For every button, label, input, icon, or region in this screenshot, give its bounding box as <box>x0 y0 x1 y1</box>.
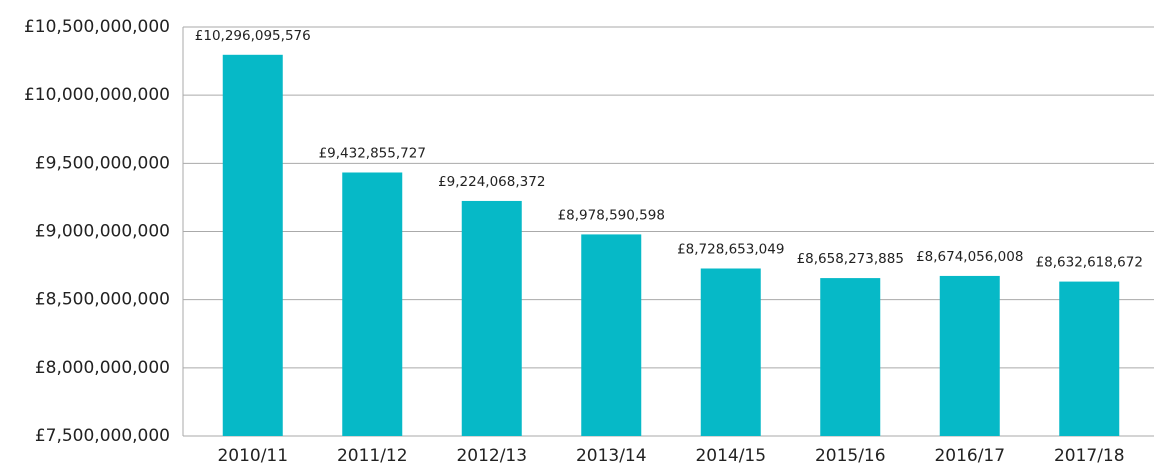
x-tick-label: 2012/13 <box>456 446 527 466</box>
y-tick-label: £10,000,000,000 <box>24 85 170 105</box>
bar <box>461 200 522 436</box>
x-tick-label: 2011/12 <box>337 446 408 466</box>
x-tick-label: 2015/16 <box>815 446 886 466</box>
y-tick-label: £9,500,000,000 <box>35 153 170 173</box>
bar <box>581 234 642 436</box>
data-label: £9,224,068,372 <box>438 174 545 190</box>
y-tick-label: £9,000,000,000 <box>35 222 170 242</box>
bar <box>700 268 761 436</box>
x-tick-label: 2017/18 <box>1054 446 1125 466</box>
y-tick-label: £7,500,000,000 <box>35 426 170 446</box>
y-tick-label: £8,000,000,000 <box>35 358 170 378</box>
data-label: £9,432,855,727 <box>319 145 426 161</box>
x-tick-label: 2010/11 <box>217 446 288 466</box>
bar <box>222 54 283 436</box>
bar <box>1059 281 1120 436</box>
data-label: £10,296,095,576 <box>195 28 311 44</box>
bar <box>342 172 403 436</box>
bar <box>820 278 881 436</box>
bar <box>939 275 1000 436</box>
y-tick-label: £8,500,000,000 <box>35 290 170 310</box>
data-label: £8,658,273,885 <box>797 251 904 267</box>
x-tick-label: 2013/14 <box>576 446 647 466</box>
data-label: £8,674,056,008 <box>916 249 1023 265</box>
x-tick-label: 2016/17 <box>934 446 1005 466</box>
data-label: £8,978,590,598 <box>558 207 665 223</box>
x-tick-label: 2014/15 <box>695 446 766 466</box>
data-label: £8,632,618,672 <box>1036 255 1143 271</box>
y-tick-label: £10,500,000,000 <box>24 17 170 37</box>
data-label: £8,728,653,049 <box>677 241 784 257</box>
